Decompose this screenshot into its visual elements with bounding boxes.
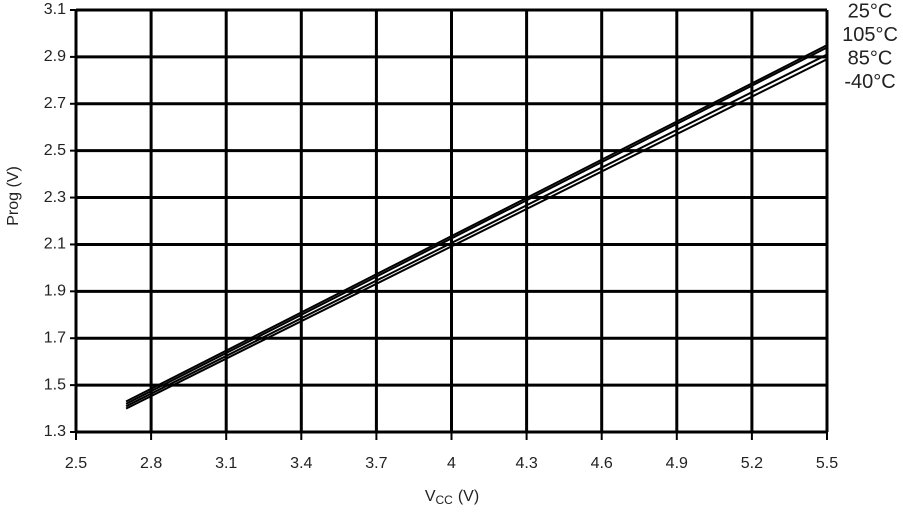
series-line (125, 46, 828, 405)
x-tick-label: 2.8 (140, 455, 162, 472)
y-tick-label: 1.5 (44, 376, 66, 393)
y-tick-label: 2.3 (44, 189, 66, 206)
y-axis-title: Prog (V) (5, 166, 22, 226)
x-tick-label: 4.6 (591, 455, 613, 472)
x-axis-subscript: CC (436, 493, 454, 507)
legend-label: -40°C (844, 71, 895, 93)
legend-label: 25°C (848, 0, 893, 22)
y-tick-label: 2.5 (44, 142, 66, 159)
legend-label: 105°C (842, 24, 898, 46)
y-tick-label: 1.7 (44, 329, 66, 346)
x-tick-label: 3.7 (365, 455, 387, 472)
series-line (125, 53, 828, 408)
x-tick-label: 5.5 (816, 455, 838, 472)
x-axis-title: VCC (V) (425, 488, 479, 507)
y-tick-label: 2.1 (44, 236, 66, 253)
x-tick-label: 2.5 (65, 455, 87, 472)
series-line (125, 44, 828, 403)
legend-label: 85°C (848, 47, 893, 69)
x-tick-label: 4.3 (515, 455, 537, 472)
series-line (125, 58, 828, 410)
x-axis-symbol: V (425, 488, 436, 505)
y-tick-label: 1.3 (44, 423, 66, 440)
x-tick-label: 5.2 (741, 455, 763, 472)
x-tick-label: 4.9 (666, 455, 688, 472)
x-axis-unit: (V) (458, 488, 479, 505)
y-tick-label: 2.9 (44, 48, 66, 65)
y-tick-label: 1.9 (44, 283, 66, 300)
x-tick-label: 3.4 (290, 455, 312, 472)
x-tick-label: 4 (447, 455, 456, 472)
y-tick-label: 3.1 (44, 1, 66, 18)
y-tick-label: 2.7 (44, 95, 66, 112)
x-tick-label: 3.1 (215, 455, 237, 472)
